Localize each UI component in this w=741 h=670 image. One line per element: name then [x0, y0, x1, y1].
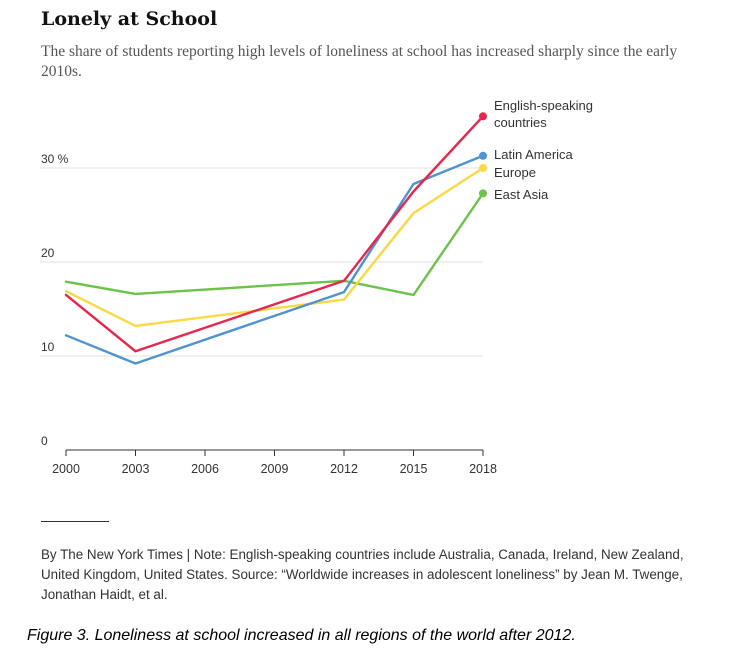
- x-tick-label: 2018: [469, 462, 497, 476]
- y-tick-label: 30 %: [41, 152, 69, 166]
- series-label: English-speaking: [494, 98, 593, 113]
- series-line-europe: [64, 166, 485, 328]
- y-tick-label: 10: [41, 340, 55, 354]
- series-line-english-speaking-countries: [64, 115, 485, 353]
- series-labels: English-speaking countries Latin America Eu…: [494, 98, 593, 202]
- x-tick-label: 2012: [330, 462, 358, 476]
- x-tick-label: 2003: [122, 462, 150, 476]
- x-axis: 2000 2003 2006 2009 2012 2015 2018: [52, 449, 497, 476]
- series-label: countries: [494, 115, 547, 130]
- series-label: Latin America: [494, 147, 574, 162]
- x-tick-label: 2009: [261, 462, 289, 476]
- source-note: By The New York Times | Note: English-sp…: [41, 547, 684, 602]
- y-tick-label: 0: [41, 434, 48, 448]
- line-chart: 0 10 20 30 % 2000 2003 2006 2009 2012 2015 2018 E…: [40, 98, 593, 476]
- footer-divider: [41, 521, 109, 522]
- series-line-latin-america: [64, 154, 485, 365]
- x-tick-label: 2000: [52, 462, 80, 476]
- x-tick-label: 2006: [191, 462, 219, 476]
- chart-subtitle: The share of students reporting high lev…: [41, 43, 678, 80]
- y-tick-label: 20: [41, 246, 55, 260]
- series-endpoint: [479, 189, 487, 198]
- series-endpoint: [479, 112, 487, 121]
- series-endpoint: [479, 164, 487, 172]
- chart-title: Lonely at School: [41, 8, 218, 30]
- series-lines: [64, 112, 487, 365]
- series-label: Europe: [494, 165, 536, 180]
- series-label: East Asia: [494, 187, 549, 202]
- series-endpoint: [479, 151, 487, 160]
- x-tick-label: 2015: [400, 462, 428, 476]
- y-axis: 0 10 20 30 %: [41, 152, 69, 448]
- figure-caption: Figure 3. Loneliness at school increased…: [27, 627, 576, 644]
